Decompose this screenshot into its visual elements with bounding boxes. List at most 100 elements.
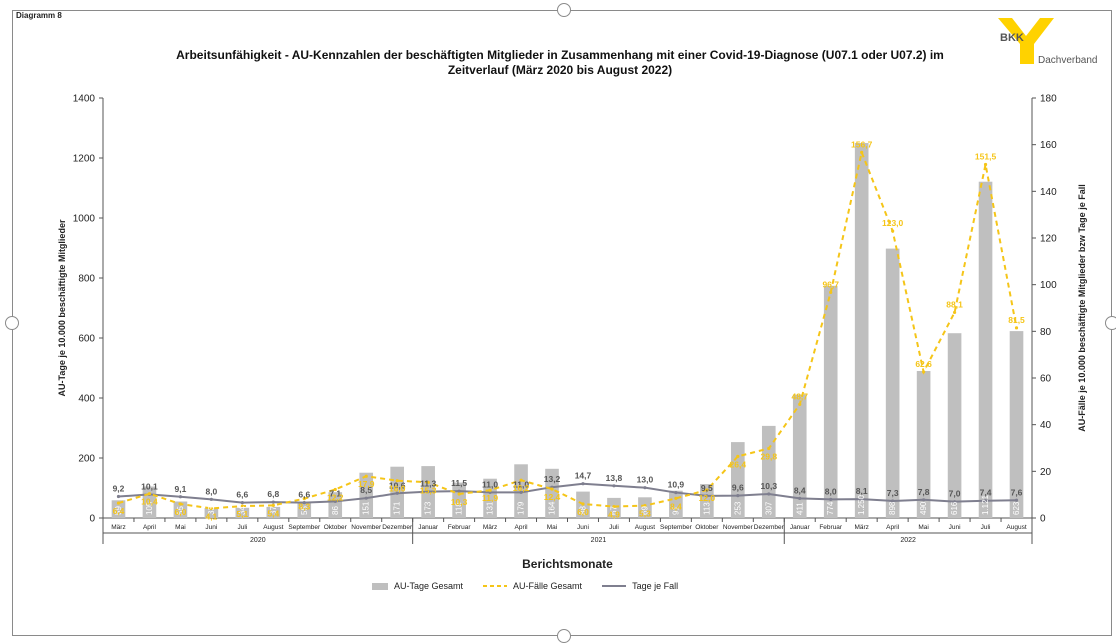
tage-je-fall-label: 9,5 [701,483,713,493]
tage-je-fall-label: 11,5 [451,478,467,488]
au-faelle-label: 88,1 [946,299,963,309]
tage-je-fall-point [922,498,926,502]
tage-je-fall-label: 7,3 [887,488,899,498]
resize-handle-left[interactable] [5,316,19,330]
x-tick-label: Dezember [754,524,785,531]
bar-value-label: 898 [888,501,897,515]
au-faelle-label: 96,7 [822,279,839,289]
tage-je-fall-point [767,492,771,496]
logo-text: BKK [1000,32,1024,44]
tage-je-fall-label: 10,1 [141,481,158,491]
au-faelle-point [147,492,152,496]
tage-je-fall-point [581,482,585,486]
y-axis-title-right: AU-Fälle je 10.000 beschäftigte Mitglied… [1077,184,1087,431]
legend-item-au-faelle: AU-Fälle Gesamt [483,581,582,591]
legend-item-tage-je-fall: Tage je Fall [602,581,678,591]
bar-value-label: 34 [238,506,247,515]
logo-subtitle: Dachverband [1038,55,1098,66]
x-tick-label: Juli [981,524,991,531]
au-faelle-point [674,496,678,500]
au-faelle-point [1014,326,1019,330]
bar [978,181,993,518]
au-faelle-label: 10,3 [451,497,468,507]
bar-value-label: 1.250 [857,494,866,515]
au-faelle-label: 11,9 [482,493,498,503]
x-axis-title: Berichtsmonate [522,557,613,571]
au-faelle-label: 8,3 [298,502,310,512]
tage-je-fall-label: 6,8 [267,489,279,499]
tage-je-fall-label: 7,8 [918,487,930,497]
au-faelle-label: 81,5 [1008,315,1025,325]
au-faelle-point [891,229,895,233]
bar-value-label: 55 [300,506,309,515]
au-faelle-label: 6,0 [577,507,589,517]
resize-handle-top[interactable] [557,3,571,17]
year-label: 2022 [900,537,916,544]
bar-value-label: 1.121 [981,494,990,515]
tage-je-fall-label: 7,4 [980,488,992,498]
x-tick-label: August [1006,524,1026,531]
au-faelle-point [705,488,709,492]
au-faelle-label: 123,0 [882,218,904,228]
tage-je-fall-point [983,499,988,503]
tage-je-fall-label: 7,1 [329,488,341,498]
tage-je-fall-point [364,496,368,500]
y-tick-label-right: 80 [1040,327,1052,338]
bar [731,442,745,518]
x-tick-label: Februar [819,524,843,531]
x-tick-label: Mai [175,524,185,531]
x-tick-label: April [515,524,529,531]
tage-je-fall-label: 8,0 [825,486,837,496]
y-tick-label-right: 60 [1040,374,1052,385]
au-faelle-point [209,506,213,511]
bar [638,497,652,518]
bar-value-label: 69 [640,506,649,515]
au-faelle-label: 62,6 [915,359,932,369]
y-tick-label-right: 0 [1040,514,1046,525]
au-faelle-point [612,504,616,509]
tage-je-fall-label: 7,6 [1011,487,1023,497]
bar-value-label: 171 [393,501,402,515]
bar-value-label: 616 [950,501,959,515]
bar [297,501,312,518]
au-faelle-point [550,487,554,491]
bar [328,492,343,518]
bar [700,484,714,518]
au-faelle-label: 16,0 [389,484,406,494]
x-tick-label: Juli [237,524,247,531]
bar-value-label: 623 [1012,501,1021,515]
bar-value-label: 131 [486,501,495,515]
bar [1009,331,1024,518]
tage-je-fall-label: 6,6 [236,490,248,500]
chart-title-line1: Arbeitsunfähigkeit - AU-Kennzahlen der b… [176,48,944,62]
bar [173,501,188,518]
tage-je-fall-point [643,486,647,490]
au-faelle-label: 4,1 [205,511,217,521]
au-faelle-label: 15,3 [420,485,437,495]
y-tick-label-right: 140 [1040,187,1057,198]
bar-value-label: 86 [331,506,340,515]
tage-je-fall-label: 8,0 [205,486,217,496]
tage-je-fall-label: 11,0 [513,479,529,489]
bar [266,506,281,518]
au-faelle-point [240,504,244,508]
y-tick-label-left: 1200 [73,154,96,165]
resize-handle-right[interactable] [1105,316,1116,330]
x-tick-label: März [483,524,497,531]
tage-je-fall-label: 10,3 [761,481,778,491]
x-tick-label: September [660,524,693,531]
x-tick-label: Februar [448,524,472,531]
bar-value-label: 118 [455,502,464,515]
au-faelle-label: 16,2 [513,483,530,493]
x-tick-label: Juni [949,524,961,531]
x-tick-label: Oktober [324,524,348,531]
year-label: 2020 [250,537,266,544]
x-tick-label: August [263,524,283,531]
x-tick-label: Januar [790,524,811,531]
bar [483,478,497,518]
tage-je-fall-label: 8,4 [794,485,806,495]
au-faelle-point [643,504,647,508]
x-tick-label: November [723,524,754,531]
bar [235,507,250,518]
au-faelle-point [952,310,957,315]
